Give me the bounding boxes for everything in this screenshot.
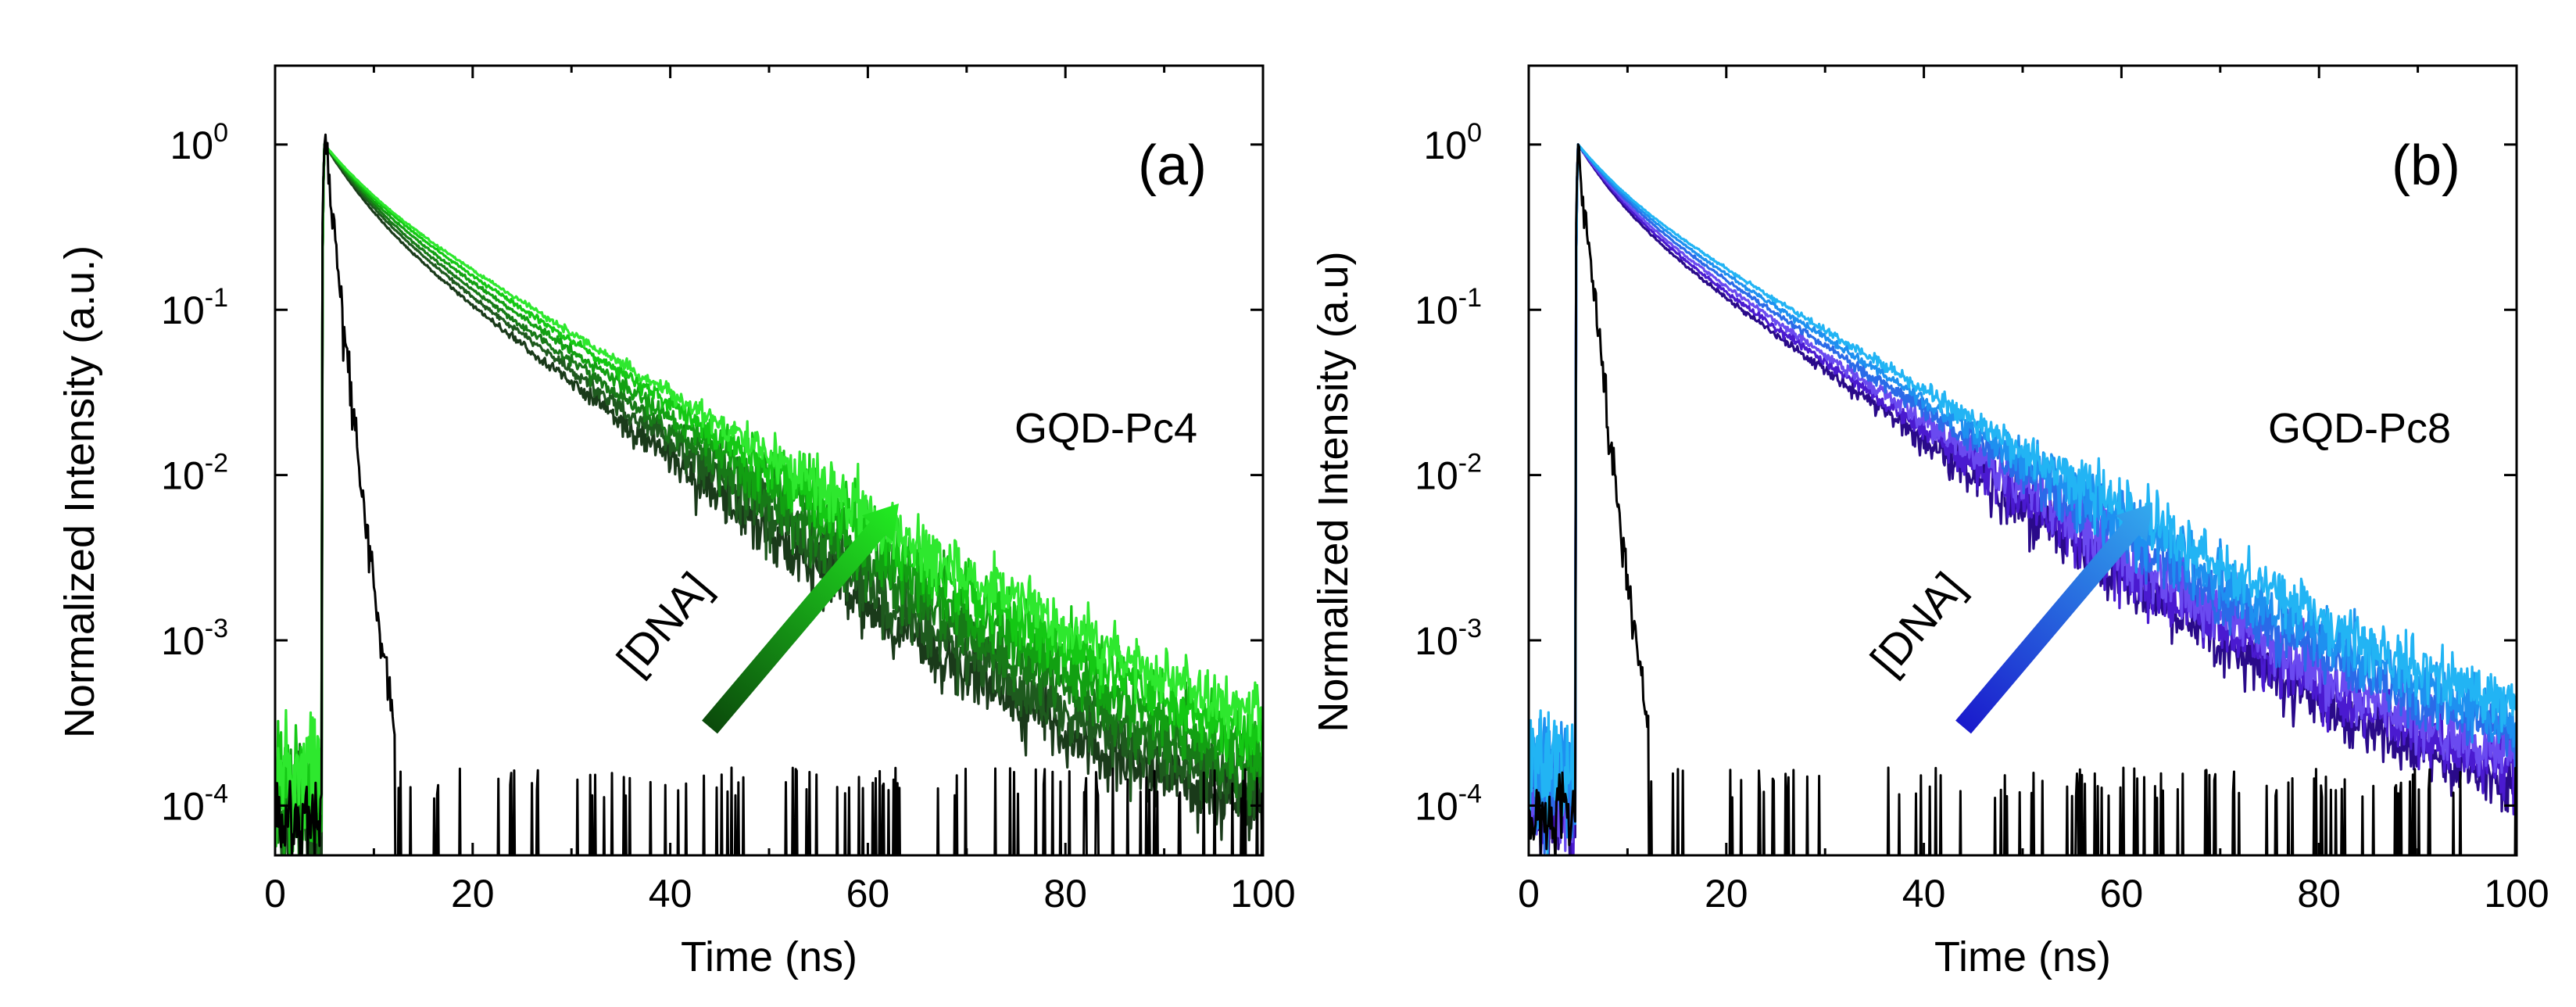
x-tick-label: 60 <box>846 872 890 916</box>
x-tick-label: 80 <box>2297 872 2341 916</box>
x-tick-label: 0 <box>264 872 286 916</box>
panel-a-arrow-icon <box>702 503 900 734</box>
x-tick-label: 40 <box>649 872 692 916</box>
x-tick-label: 60 <box>2100 872 2144 916</box>
panel-a-y-axis-label: Normalized Intensity (a.u.) <box>56 245 103 738</box>
y-tick-label: 100 <box>1423 118 1482 167</box>
panel-a-arrow-label: [DNA] <box>607 563 721 684</box>
y-tick-label: 10-2 <box>161 449 228 498</box>
irf-series-line <box>275 133 1263 855</box>
panel-b-arrow-icon <box>1955 503 2153 734</box>
panel-b-sample-label: GQD-Pc8 <box>2268 405 2451 452</box>
y-tick-label: 100 <box>170 118 228 167</box>
decay-series-line <box>275 143 1263 855</box>
x-tick-label: 80 <box>1043 872 1087 916</box>
panel-b: 0 20 40 60 80 100 10-4 10-3 10-2 10-1 100 (b) GQD-… <box>1310 64 2549 980</box>
y-tick-label: 10-3 <box>1415 614 1482 663</box>
x-tick-label: 100 <box>2484 872 2549 916</box>
x-tick-label: 0 <box>1518 872 1540 916</box>
panel-a-ticks: 0 20 40 60 80 100 10-4 10-3 10-2 10-1 100 <box>161 66 1296 916</box>
y-tick-label: 10-4 <box>1415 779 1482 828</box>
x-tick-label: 20 <box>451 872 495 916</box>
y-tick-label: 10-1 <box>1415 283 1482 332</box>
panel-a-x-axis-label: Time (ns) <box>681 934 857 980</box>
panel-b-ticks: 0 20 40 60 80 100 10-4 10-3 10-2 10-1 100 <box>1415 66 2549 916</box>
y-tick-label: 10-2 <box>1415 449 1482 498</box>
panel-a-sample-label: GQD-Pc4 <box>1014 405 1197 452</box>
x-tick-label: 40 <box>1902 872 1946 916</box>
panel-b-y-axis-label: Normalized Intensity (a.u) <box>1310 251 1357 732</box>
y-tick-label: 10-1 <box>161 283 228 332</box>
panel-a-label: (a) <box>1138 134 1207 197</box>
decay-series-line <box>275 143 1263 853</box>
panel-a: 0 20 40 60 80 100 10-4 10-3 10-2 10-1 100 (a) GQD-… <box>56 64 1296 980</box>
panel-b-traces <box>1529 143 2517 855</box>
panel-b-arrow-label: [DNA] <box>1861 563 1974 684</box>
irf-series-line <box>1529 143 2517 855</box>
panel-b-dna-arrow: [DNA] <box>1861 503 2153 734</box>
y-tick-label: 10-3 <box>161 614 228 663</box>
decay-series-line <box>275 143 1263 855</box>
panel-b-x-axis-label: Time (ns) <box>1934 934 2111 980</box>
panel-a-traces <box>275 133 1263 855</box>
x-tick-label: 100 <box>1230 872 1295 916</box>
panel-b-label: (b) <box>2392 134 2460 197</box>
x-tick-label: 20 <box>1705 872 1748 916</box>
y-tick-label: 10-4 <box>161 779 228 828</box>
decay-series-line <box>1529 143 2517 855</box>
decay-series-line <box>1529 143 2517 855</box>
